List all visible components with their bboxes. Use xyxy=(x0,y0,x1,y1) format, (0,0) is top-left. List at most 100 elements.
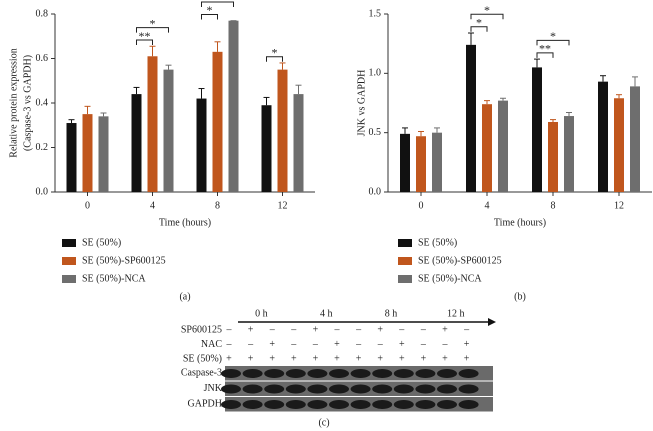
protein-label: JNK xyxy=(204,383,223,394)
significance-label: * xyxy=(207,3,213,17)
significance-label: * xyxy=(150,16,156,30)
treatment-sign: – xyxy=(334,324,341,335)
treatment-sign: + xyxy=(334,339,340,350)
bar xyxy=(66,123,77,192)
x-axis-label: Time (hours) xyxy=(494,217,546,228)
bar xyxy=(482,104,492,192)
blot-band xyxy=(350,384,371,394)
significance-bracket xyxy=(201,13,218,20)
significance-bracket xyxy=(470,26,488,32)
blot-band xyxy=(393,369,414,378)
significance-bracket xyxy=(536,39,570,46)
blot-band xyxy=(242,369,263,378)
treatment-sign: + xyxy=(248,324,254,335)
treatment-sign: + xyxy=(377,353,383,364)
bar xyxy=(416,136,426,192)
blot-band xyxy=(264,400,285,409)
treatment-sign: + xyxy=(399,339,405,350)
y-tick-label: 0.4 xyxy=(36,97,49,108)
bar xyxy=(98,116,109,192)
treatment-sign: + xyxy=(464,353,470,364)
time-label: 12 h xyxy=(447,308,465,319)
y-axis-label: (Caspase-3 vs GAPDH) xyxy=(22,55,33,151)
significance-bracket xyxy=(201,1,234,7)
bar xyxy=(212,51,223,193)
treatment-sign: + xyxy=(291,353,297,364)
significance-bracket xyxy=(470,13,504,20)
significance-label: * xyxy=(484,3,490,17)
treatment-sign: + xyxy=(464,339,470,350)
blot-band xyxy=(221,369,241,378)
blot-band xyxy=(285,400,306,409)
time-label: 4 h xyxy=(320,308,333,319)
legend-swatch xyxy=(62,275,76,283)
y-tick-label: 1.0 xyxy=(369,68,382,79)
bar xyxy=(131,94,142,192)
bar xyxy=(261,105,272,192)
significance-label: ** xyxy=(212,0,224,5)
arrow-head xyxy=(488,318,496,326)
bar xyxy=(400,133,410,192)
blot-band xyxy=(307,369,328,378)
significance-bracket xyxy=(136,27,169,33)
treatment-sign: – xyxy=(355,324,362,335)
y-axis-label: JNK vs GAPDH xyxy=(356,70,367,137)
blot-band xyxy=(242,384,263,394)
time-label: 8 h xyxy=(385,308,398,319)
legend-swatch xyxy=(62,239,76,247)
x-axis-label: Time (hours) xyxy=(159,217,211,228)
bar xyxy=(630,86,640,192)
blot-band xyxy=(329,384,349,394)
blot-band xyxy=(437,400,457,409)
treatment-sign: + xyxy=(269,353,275,364)
treatment-sign: – xyxy=(247,339,254,350)
x-tick-label: 4 xyxy=(485,200,490,211)
blot-band xyxy=(221,400,241,409)
blot-band xyxy=(458,384,479,394)
blot-band xyxy=(285,369,306,378)
x-tick-label: 8 xyxy=(551,200,556,211)
treatment-label: NAC xyxy=(201,339,222,350)
y-tick-label: 0.8 xyxy=(36,8,49,19)
treatment-sign: + xyxy=(269,339,275,350)
treatment-sign: – xyxy=(226,324,233,335)
treatment-sign: – xyxy=(463,324,470,335)
time-label: 0 h xyxy=(255,308,268,319)
protein-label: GAPDH xyxy=(188,398,222,409)
blot-band xyxy=(307,400,328,409)
legend-label: SE (50%)-SP600125 xyxy=(82,255,166,266)
treatment-sign: + xyxy=(226,353,232,364)
significance-bracket xyxy=(266,56,283,62)
bar xyxy=(147,56,158,193)
bar xyxy=(432,132,442,192)
x-tick-label: 12 xyxy=(614,200,624,211)
treatment-sign: + xyxy=(356,353,362,364)
bar xyxy=(598,81,608,192)
x-tick-label: 12 xyxy=(278,200,288,211)
significance-bracket xyxy=(536,52,554,58)
treatment-sign: + xyxy=(442,324,448,335)
significance-label: * xyxy=(476,16,482,30)
blot-band xyxy=(415,400,436,409)
bar xyxy=(277,69,288,192)
blot-band xyxy=(393,384,414,394)
legend-label: SE (50%)-NCA xyxy=(418,273,482,284)
treatment-sign: – xyxy=(226,339,233,350)
bar xyxy=(564,116,574,192)
legend-swatch xyxy=(398,239,412,247)
blot-band xyxy=(350,400,371,409)
panel-label: (c) xyxy=(318,417,329,428)
blot-band xyxy=(458,369,479,378)
panel-label: (a) xyxy=(179,291,190,302)
treatment-sign: – xyxy=(398,324,405,335)
y-tick-label: 1.5 xyxy=(369,8,382,19)
blot-band xyxy=(329,369,349,378)
bar xyxy=(548,121,558,192)
significance-bracket xyxy=(136,39,153,46)
treatment-sign: – xyxy=(420,339,427,350)
blot-band xyxy=(264,384,285,394)
significance-label: ** xyxy=(139,29,151,43)
treatment-sign: – xyxy=(290,339,297,350)
blot-band xyxy=(221,384,241,394)
